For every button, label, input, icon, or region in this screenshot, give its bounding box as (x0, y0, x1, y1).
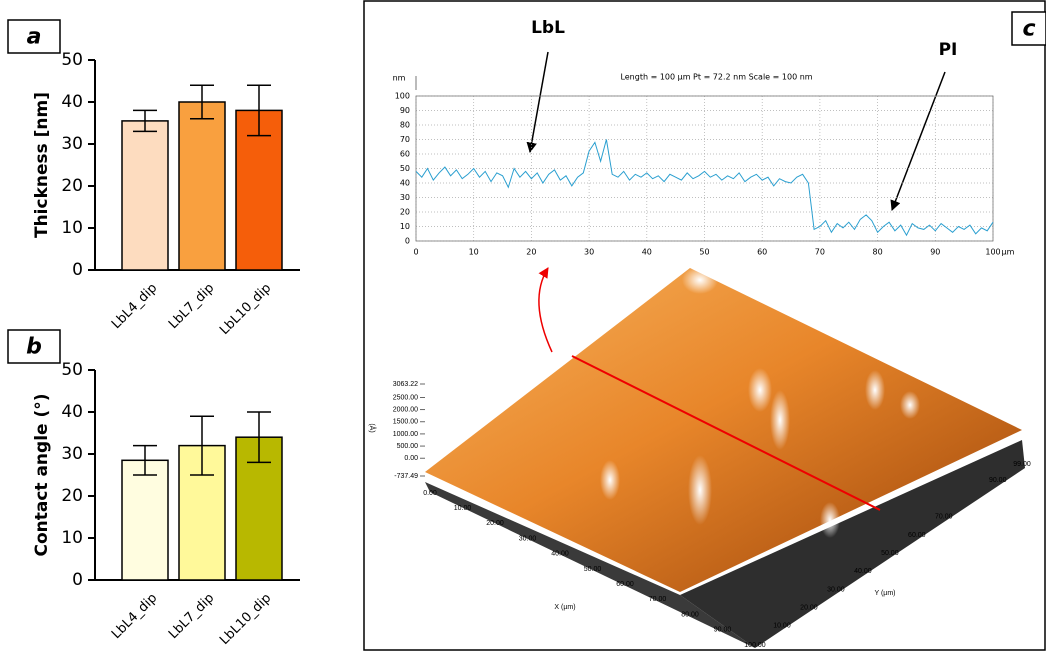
x-tick-label: LbL10_dip (217, 281, 274, 338)
y-tick-label: 70.00 (935, 514, 953, 521)
y-tick-label: 0 (72, 570, 83, 590)
annotation: PI (939, 40, 958, 60)
y-tick-label: 40 (61, 92, 83, 112)
x-tick-label: 100.00 (744, 642, 766, 649)
y-tick-label: 40.00 (854, 568, 872, 575)
z-tick-label: 0.00 (404, 455, 418, 462)
y-tick-label: 50 (400, 164, 410, 173)
y-tick-label: 30 (61, 134, 83, 154)
y-tick-label: 20 (61, 176, 83, 196)
x-tick-label: 10.00 (454, 505, 472, 512)
x-tick-label: LbL10_dip (217, 591, 274, 648)
x-tick-label: 20.00 (486, 520, 504, 527)
y-tick-label: 10 (61, 218, 83, 238)
y-tick-label: 80 (400, 121, 410, 130)
x-tick-label: 40 (642, 248, 652, 257)
y-tick-label: 50 (61, 360, 83, 380)
panel-label: c (1022, 17, 1035, 42)
annotation: LbL (531, 18, 565, 38)
x-tick-label: LbL4_dip (109, 591, 160, 642)
figure: 01020304050Thickness [nm]LbL4_dipLbL7_di… (0, 0, 1046, 651)
x-tick-label: LbL4_dip (109, 281, 160, 332)
z-tick-label: 1500.00 (393, 419, 418, 426)
y-axis-title: nm (393, 74, 406, 83)
z-tick-label: 500.00 (397, 443, 419, 450)
panel-label: b (26, 335, 42, 360)
z-axis-title: (Å) (368, 423, 377, 432)
y-axis-title: Thickness [nm] (32, 92, 52, 238)
panel-label: a (27, 25, 42, 50)
x-tick-label: 0 (413, 248, 418, 257)
y-tick-label: 20.00 (800, 604, 818, 611)
x-tick-label: 70 (815, 248, 825, 257)
bar (122, 121, 168, 270)
y-axis-title: Contact angle (°) (32, 393, 52, 556)
z-tick-label: 1000.00 (393, 431, 418, 438)
x-tick-label: 30 (584, 248, 594, 257)
y-tick-label: 90.00 (989, 477, 1007, 484)
y-tick-label: 0 (72, 260, 83, 280)
x-tick-label: 20 (526, 248, 536, 257)
annotation-arrow (530, 52, 548, 152)
x-tick-label: 90.00 (714, 627, 732, 634)
x-axis-title: X (µm) (554, 604, 575, 611)
y-tick-label: 60.00 (908, 532, 926, 539)
x-tick-label: 90 (930, 248, 940, 257)
x-tick-label: 10 (469, 248, 479, 257)
y-axis-title: Y (µm) (874, 590, 895, 597)
x-tick-label: LbL7_dip (166, 591, 217, 642)
x-tick-label: 50 (699, 248, 709, 257)
x-tick-label: 70.00 (649, 596, 667, 603)
y-tick-label: 30 (61, 444, 83, 464)
bar (122, 460, 168, 580)
y-tick-label: 99.00 (1013, 461, 1031, 468)
x-tick-label: LbL7_dip (166, 281, 217, 332)
x-tick-label: 30.00 (519, 535, 537, 542)
x-tick-label: 0.00 (423, 490, 437, 497)
y-tick-label: 10 (61, 528, 83, 548)
y-tick-label: 50 (61, 50, 83, 70)
y-tick-label: 10.00 (773, 623, 791, 630)
annotation-arrow (892, 72, 945, 210)
x-tick-label: 80.00 (681, 611, 699, 618)
y-tick-label: 30.00 (827, 586, 845, 593)
z-tick-label: 2500.00 (393, 394, 418, 401)
z-tick-label: 2000.00 (393, 407, 418, 414)
y-tick-label: 70 (400, 135, 410, 144)
y-tick-label: 0 (405, 237, 410, 246)
bar (179, 102, 225, 270)
y-tick-label: 40 (400, 179, 410, 188)
x-tick-label: 40.00 (551, 551, 569, 558)
y-tick-label: 20 (61, 486, 83, 506)
y-tick-label: 20 (400, 208, 410, 217)
afm-surface (425, 266, 1025, 648)
y-tick-label: 100 (395, 92, 410, 101)
y-tick-label: 10 (400, 222, 410, 231)
z-tick-label: -737.49 (394, 473, 418, 480)
x-tick-label: 60.00 (616, 581, 634, 588)
x-tick-label: 50.00 (584, 566, 602, 573)
x-axis-title: µm (1002, 248, 1015, 257)
x-tick-label: 60 (757, 248, 767, 257)
y-tick-label: 30 (400, 193, 410, 202)
x-tick-label: 100 (985, 248, 1000, 257)
y-tick-label: 40 (61, 402, 83, 422)
y-tick-label: 50.00 (881, 550, 899, 557)
x-tick-label: 80 (873, 248, 883, 257)
y-tick-label: 90 (400, 106, 410, 115)
y-tick-label: 60 (400, 150, 410, 159)
z-tick-label: 3063.22 (393, 381, 418, 388)
chart-title: Length = 100 µm Pt = 72.2 nm Scale = 100… (620, 73, 812, 82)
